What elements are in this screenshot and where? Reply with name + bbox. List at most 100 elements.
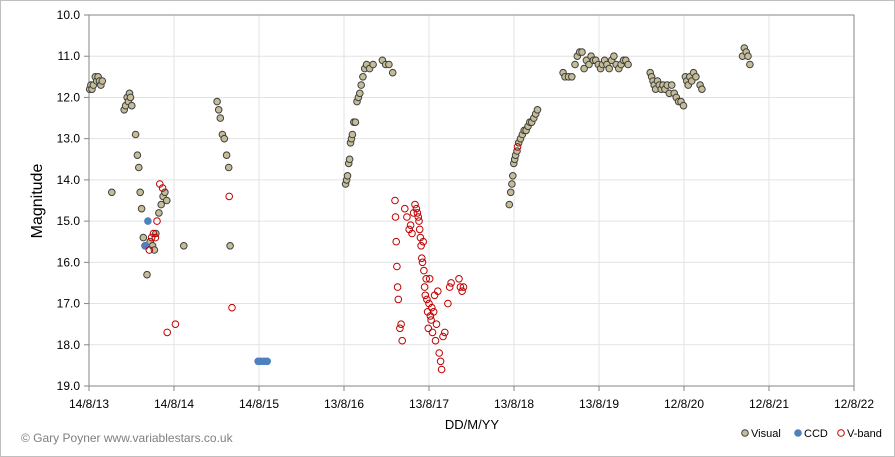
data-point xyxy=(163,196,171,205)
data-point xyxy=(417,242,425,250)
data-point xyxy=(356,89,364,98)
data-point xyxy=(141,242,150,250)
y-tick-label: 12.0 xyxy=(57,90,81,104)
data-point xyxy=(343,172,352,180)
legend-label: CCD xyxy=(804,428,828,440)
data-point xyxy=(415,225,424,234)
data-point xyxy=(385,60,393,69)
data-point xyxy=(429,308,438,316)
x-tick-label: 12/8/22 xyxy=(834,397,874,411)
data-point xyxy=(439,332,447,341)
data-point xyxy=(398,336,407,345)
series-ccd xyxy=(141,217,272,366)
data-point xyxy=(171,320,180,329)
data-point xyxy=(411,200,419,209)
legend-marker xyxy=(794,429,802,437)
data-point xyxy=(225,192,233,201)
data-point xyxy=(427,316,435,324)
data-point xyxy=(441,328,449,337)
x-tick-label: 13/8/18 xyxy=(494,397,534,411)
x-tick-label: 13/8/16 xyxy=(324,397,364,411)
series-visual xyxy=(85,44,754,279)
data-point xyxy=(436,357,445,366)
data-point xyxy=(126,93,135,102)
data-point xyxy=(133,151,142,159)
data-point xyxy=(155,209,163,217)
data-point xyxy=(456,283,465,291)
data-point xyxy=(351,118,360,126)
data-point xyxy=(698,85,706,93)
data-point xyxy=(222,151,231,159)
data-point xyxy=(406,221,415,229)
data-point xyxy=(415,217,423,225)
data-point xyxy=(414,213,423,221)
data-point xyxy=(357,81,366,89)
data-point xyxy=(505,200,514,209)
data-point xyxy=(435,349,444,357)
data-point xyxy=(432,320,441,329)
data-point xyxy=(437,365,446,374)
data-point xyxy=(394,295,403,304)
data-point xyxy=(419,237,428,246)
y-tick-label: 18.0 xyxy=(57,338,81,352)
data-point xyxy=(428,328,437,337)
data-point xyxy=(153,217,161,225)
data-point xyxy=(157,200,165,209)
data-point xyxy=(508,180,516,188)
data-point xyxy=(163,328,171,337)
data-point xyxy=(158,184,167,192)
data-point xyxy=(447,279,455,287)
data-point xyxy=(422,275,431,283)
data-point xyxy=(667,81,676,89)
data-point xyxy=(580,64,588,73)
data-point xyxy=(401,204,409,213)
data-point xyxy=(143,270,151,279)
data-point xyxy=(213,97,221,106)
y-tick-label: 16.0 xyxy=(57,255,81,269)
data-point xyxy=(513,143,522,151)
data-point xyxy=(428,303,436,312)
data-point xyxy=(418,254,426,263)
data-point xyxy=(135,163,143,172)
data-point xyxy=(180,242,188,250)
data-point xyxy=(263,357,272,366)
data-point xyxy=(392,237,401,246)
data-point xyxy=(369,60,377,69)
data-point xyxy=(420,283,429,291)
grid-lines xyxy=(88,14,855,387)
data-point xyxy=(98,77,107,85)
data-point xyxy=(139,233,148,242)
x-tick-label: 12/8/20 xyxy=(664,397,704,411)
data-point xyxy=(679,101,688,110)
data-point xyxy=(393,262,401,271)
data-point xyxy=(424,324,433,333)
x-axis-title: DD/M/YY xyxy=(445,417,500,432)
y-tick-label: 10.0 xyxy=(57,8,81,22)
data-point xyxy=(506,188,515,197)
data-point xyxy=(214,106,223,114)
x-tick-label: 13/8/19 xyxy=(579,397,619,411)
data-point xyxy=(151,233,160,242)
data-point xyxy=(144,217,152,225)
data-point xyxy=(692,73,700,81)
x-tick-label: 14/8/14 xyxy=(154,397,194,411)
data-point xyxy=(345,155,354,164)
plot-area-border xyxy=(88,14,855,387)
data-point xyxy=(161,188,169,197)
data-point xyxy=(145,246,154,254)
data-point xyxy=(455,275,463,283)
data-point xyxy=(228,303,236,312)
y-axis-title: Magnitude xyxy=(29,164,46,239)
data-point xyxy=(746,60,754,69)
data-point xyxy=(137,204,146,213)
axis-ticks: 10.0 11.0 12.0 13.0 14.0 15.0 16.0 17.0 18.0 19.0… xyxy=(57,8,875,411)
data-point xyxy=(348,130,357,139)
series-v-band xyxy=(145,143,522,374)
data-point xyxy=(605,64,614,73)
data-point xyxy=(420,266,428,275)
data-point xyxy=(396,324,404,333)
data-point xyxy=(108,188,116,197)
x-tick-label: 13/8/17 xyxy=(409,397,449,411)
data-point xyxy=(425,275,434,283)
